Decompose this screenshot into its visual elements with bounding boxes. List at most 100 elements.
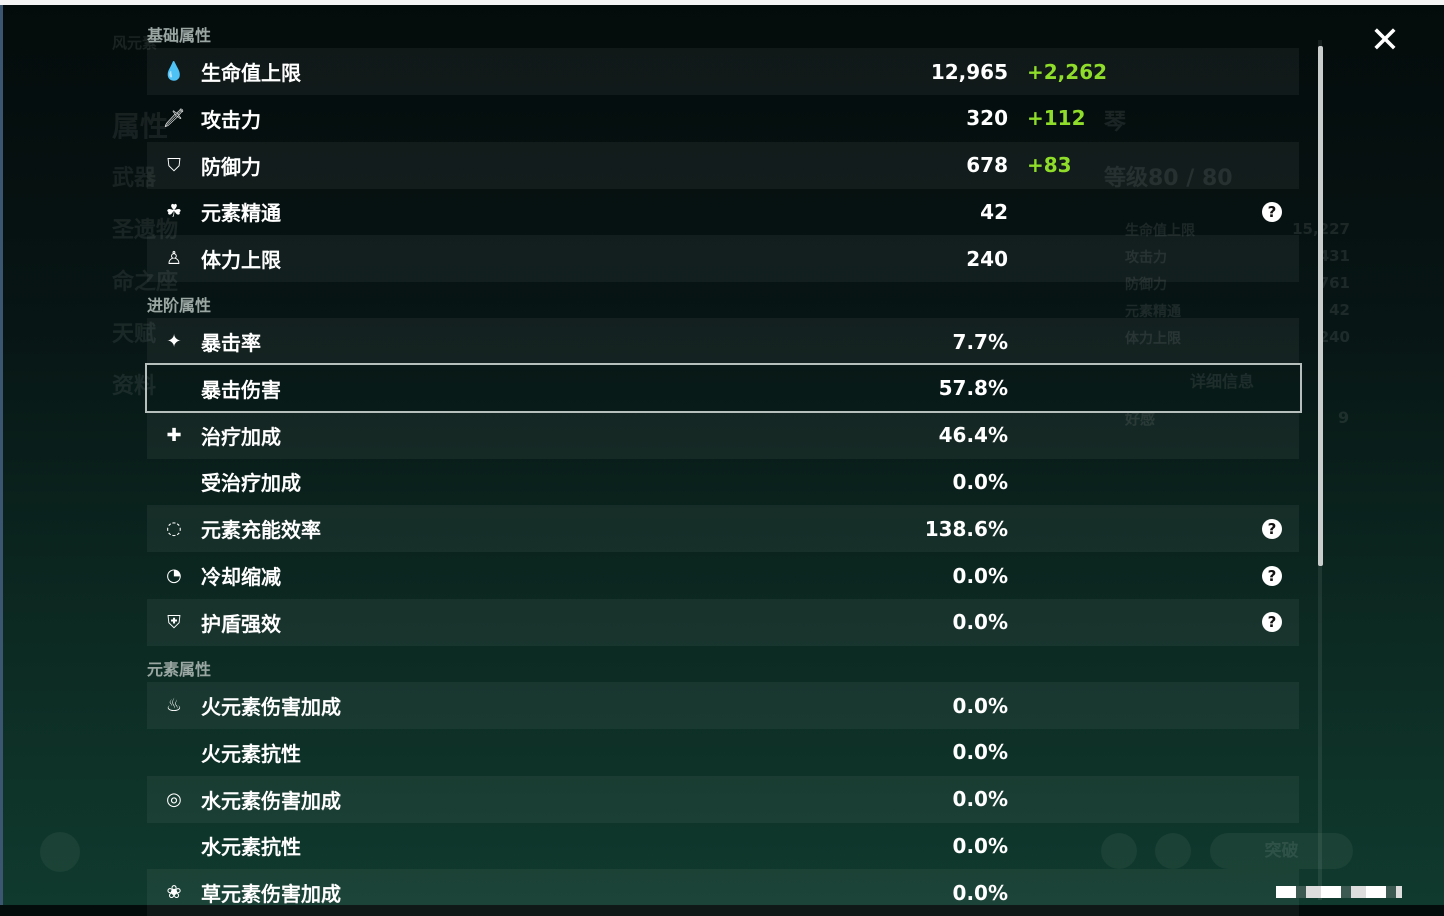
stat-row[interactable]: ☘ 元素精通 42?: [147, 188, 1299, 235]
help-icon[interactable]: ?: [1262, 612, 1282, 633]
close-icon: ✕: [1369, 20, 1401, 61]
stat-value: 0.0%: [952, 563, 1008, 588]
stat-label: 防御力: [201, 154, 261, 179]
bg-side-stat-label: 攻击力: [1125, 250, 1167, 266]
stat-row[interactable]: 💧 生命值上限 12,965 +2,262: [147, 48, 1299, 95]
stat-row[interactable]: ✚ 治疗加成 46.4%: [147, 411, 1299, 459]
stat-label: 治疗加成: [201, 424, 281, 449]
stat-label: 暴击伤害: [201, 377, 281, 402]
stat-row[interactable]: ♨ 火元素伤害加成 0.0%: [147, 682, 1299, 729]
stat-row[interactable]: ✦ 暴击率 7.7%: [147, 318, 1299, 365]
bg-nav-artifacts[interactable]: 圣遗物: [112, 218, 179, 243]
close-button[interactable]: ✕: [1368, 23, 1402, 59]
stat-value: 0.0%: [952, 740, 1008, 765]
stat-label: 体力上限: [201, 248, 281, 273]
stat-row[interactable]: ⛨ 护盾强效 0.0%?: [147, 598, 1299, 646]
stat-label: 水元素伤害加成: [201, 788, 341, 813]
selected-row-outline: [145, 363, 1302, 413]
stat-value: 0.0%: [952, 610, 1008, 635]
stat-label: 护盾强效: [201, 611, 281, 636]
bg-side-stat-label: 体力上限: [1125, 331, 1181, 347]
stat-value: 12,965: [930, 59, 1008, 84]
window-left-edge: [0, 5, 3, 905]
stat-row[interactable]: 🗡 攻击力 320 +112: [147, 95, 1299, 142]
sword-icon: 🗡: [162, 107, 186, 129]
stat-value: 0.0%: [952, 880, 1008, 905]
bg-nav-profile[interactable]: 资料: [112, 374, 157, 399]
stat-row[interactable]: 水元素抗性 0.0%: [147, 822, 1299, 869]
stat-label: 攻击力: [201, 107, 261, 132]
stat-value: 57.8%: [938, 376, 1008, 401]
bg-element-label: 风元素: [112, 34, 158, 52]
bg-nav-talents[interactable]: 天赋: [112, 322, 157, 347]
stat-row[interactable]: ❀ 草元素伤害加成 0.0%: [147, 869, 1299, 916]
bg-nav-attributes[interactable]: 属性: [112, 110, 169, 143]
bg-side-stat-value: 431: [1318, 247, 1350, 265]
stat-row[interactable]: ♙ 体力上限 240: [147, 235, 1299, 283]
pyro-icon: ♨: [165, 695, 183, 716]
stat-row[interactable]: 受治疗加成 0.0%: [147, 458, 1299, 505]
stat-row[interactable]: ◎ 水元素伤害加成 0.0%: [147, 775, 1299, 823]
bg-menu-grid-button[interactable]: [40, 832, 80, 872]
bg-friendship-label: 好感: [1125, 410, 1156, 428]
hydro-icon: ◎: [166, 788, 182, 810]
section-title: 进阶属性: [147, 296, 212, 315]
scrollbar-thumb[interactable]: [1318, 46, 1323, 566]
stat-row[interactable]: ◌ 元素充能效率 138.6%?: [147, 505, 1299, 553]
bg-wardrobe-button[interactable]: [1155, 833, 1191, 869]
healing-bonus-icon: ✚: [166, 424, 182, 446]
stat-value: 0.0%: [952, 787, 1008, 812]
help-icon[interactable]: ?: [1262, 565, 1282, 586]
window-top-border: [0, 0, 1444, 5]
stat-label: 火元素抗性: [201, 741, 301, 766]
cd-reduction-icon: ◔: [166, 565, 182, 586]
bg-nav-weapon[interactable]: 武器: [112, 166, 157, 191]
stat-value: 240: [966, 246, 1008, 271]
energy-recharge-icon: ◌: [166, 518, 182, 540]
bg-details-button[interactable]: 详细信息: [1190, 372, 1255, 391]
stat-value: 7.7%: [952, 329, 1008, 354]
stamina-icon: ♙: [165, 248, 183, 270]
stat-value: 320: [966, 106, 1008, 131]
stat-label: 草元素伤害加成: [201, 882, 341, 907]
bg-friendship-value: 9: [1338, 408, 1350, 427]
stat-value: 0.0%: [952, 469, 1008, 494]
section-title: 元素属性: [147, 660, 212, 679]
stat-label: 暴击率: [201, 331, 261, 355]
shield-icon: ⛉: [167, 154, 181, 176]
stat-value: 42: [980, 199, 1008, 224]
stat-label: 生命值上限: [201, 61, 301, 85]
stat-value: 46.4%: [938, 423, 1008, 448]
uid-blurred: [1276, 886, 1402, 898]
stat-bonus: +83: [1027, 153, 1072, 178]
dendro-icon: ❀: [166, 882, 182, 904]
stat-value: 0.0%: [952, 833, 1008, 858]
stat-row[interactable]: ◔ 冷却缩减 0.0%?: [147, 552, 1299, 599]
bg-side-stat-value: 761: [1318, 274, 1350, 292]
stat-row[interactable]: ⛉ 防御力 678 +83: [147, 141, 1299, 189]
bg-side-stat-value: 240: [1318, 328, 1350, 346]
help-icon[interactable]: ?: [1262, 518, 1282, 539]
elemental-mastery-icon: ☘: [165, 201, 183, 223]
stat-label: 冷却缩减: [201, 565, 281, 589]
help-icon[interactable]: ?: [1262, 201, 1282, 222]
stat-value: 0.0%: [952, 693, 1008, 718]
bg-side-stat-value: 42: [1329, 301, 1350, 319]
stat-label: 火元素伤害加成: [201, 695, 341, 719]
bg-outfit-button[interactable]: [1101, 833, 1137, 869]
bg-nav-constellation[interactable]: 命之座: [112, 270, 179, 295]
bg-level: 等级80 / 80: [1104, 166, 1233, 191]
stat-value: 138.6%: [924, 516, 1008, 541]
stat-value: 678: [966, 153, 1008, 178]
bg-ascend-label: 突破: [1264, 841, 1299, 861]
bg-side-stat-label: 生命值上限: [1125, 223, 1195, 239]
bg-character-name: 琴: [1104, 110, 1127, 135]
stat-row[interactable]: 暴击伤害 57.8%: [147, 365, 1299, 412]
crit-rate-icon: ✦: [166, 331, 182, 352]
stat-row[interactable]: 火元素抗性 0.0%: [147, 729, 1299, 776]
bg-side-stat-label: 元素精通: [1125, 304, 1181, 320]
bg-side-stat-label: 防御力: [1125, 277, 1167, 293]
bg-ascend-button[interactable]: 突破: [1210, 833, 1353, 869]
hp-drop-icon: 💧: [162, 61, 186, 82]
section-title: 基础属性: [147, 26, 212, 45]
